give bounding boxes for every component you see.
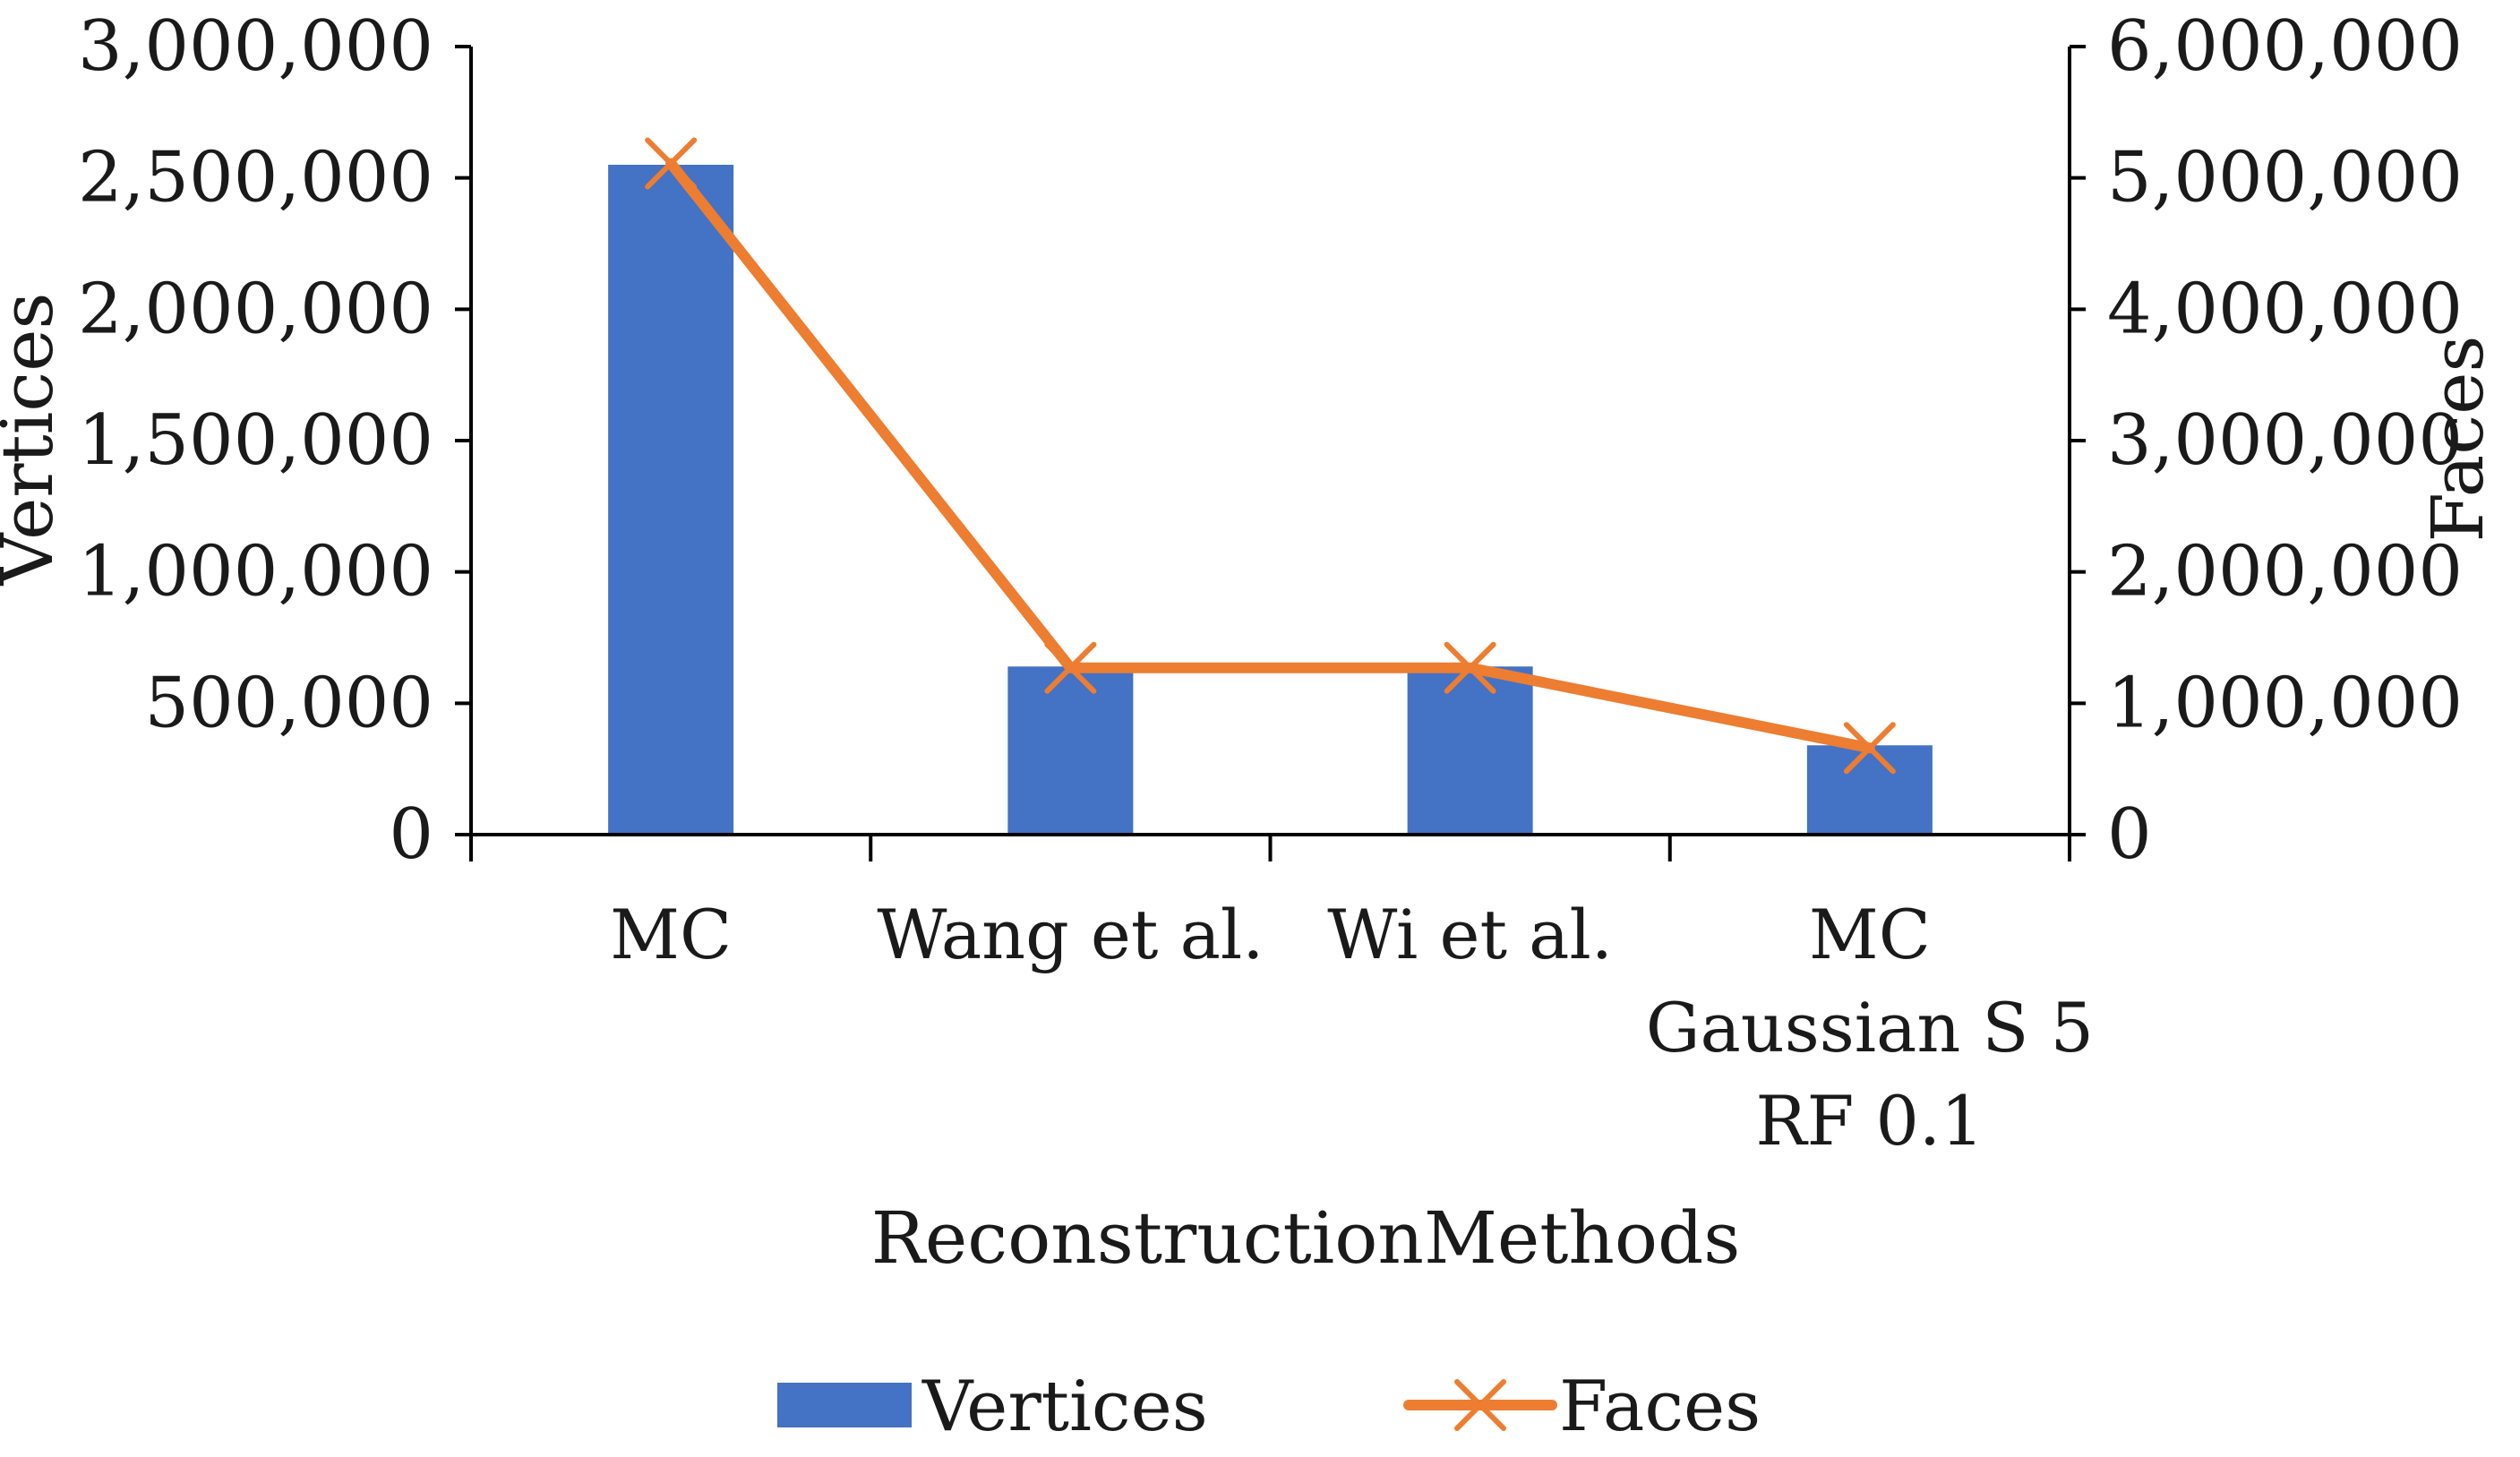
x-category-label: RF 0.1 [1755,1081,1984,1161]
point-faces-0 [645,137,698,190]
x-category-label: Wi et al. [1327,895,1613,974]
y-right-tick-label: 3,000,000 [2107,400,2463,481]
axes-layer [455,45,2086,861]
x-category-label: Gaussian S 5 [1646,988,2094,1067]
y-right-tick-label: 5,000,000 [2107,138,2463,219]
labels-layer: 0 0 500,000 1,000,000 1,000,000 2,000,000 1,50… [78,6,2463,1161]
bar-vertices-1 [1007,666,1134,835]
y-left-tick-label: 500,000 [144,663,433,743]
point-faces-2 [1444,641,1496,694]
y-right-tick-label: 2,000,000 [2107,532,2463,613]
y-left-tick-label: 2,000,000 [78,269,433,349]
y-axis-left-title: Vertices [0,293,69,587]
y-left-tick-label: 1,000,000 [78,532,433,613]
y-right-tick-label: 0 [2107,794,2152,875]
y-left-tick-label: 2,500,000 [78,138,433,219]
line-faces [665,158,1875,754]
x-axis-title: ReconstructionMethods [871,1196,1741,1280]
bar-vertices-2 [1407,666,1533,835]
y-left-tick-label: 3,000,000 [78,6,433,87]
legend-marker-x [1454,1379,1506,1431]
x-category-label: MC [1809,895,1931,974]
bar-vertices-3 [1806,745,1933,835]
y-left-tick-label: 1,500,000 [78,400,433,481]
legend-label-vertices: Vertices [921,1367,1208,1447]
x-category-label: Wang et al. [877,895,1264,974]
y-right-tick-label: 6,000,000 [2107,6,2463,87]
legend-label-faces: Faces [1559,1367,1761,1447]
legend-marker-faces [1454,1379,1506,1431]
line-layer [645,137,1896,775]
legend-swatch-vertices [777,1383,912,1427]
point-faces-3 [1843,722,1896,775]
legend: Vertices Faces [777,1367,1761,1447]
y-axis-right-title: Faces [2416,336,2499,543]
point-faces-1 [1044,641,1097,694]
y-left-tick-label: 0 [389,794,433,875]
y-right-tick-label: 1,000,000 [2107,663,2463,743]
bar-vertices-0 [608,165,734,835]
x-category-label: MC [610,895,732,974]
y-right-tick-label: 4,000,000 [2107,269,2463,349]
bars-layer [608,165,1933,835]
